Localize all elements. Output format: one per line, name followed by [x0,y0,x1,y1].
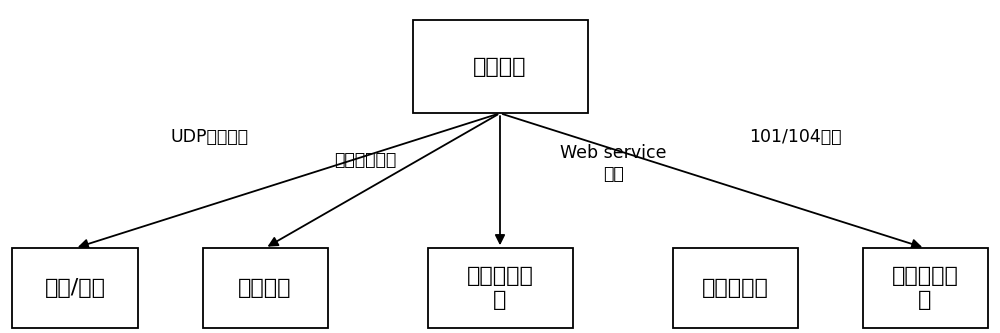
Bar [672,248,798,328]
Bar [428,248,572,328]
Bar [862,248,988,328]
Text: 发现/注册: 发现/注册 [44,278,106,298]
Bar [12,248,138,328]
Text: 终端关联请求: 终端关联请求 [334,151,396,169]
Text: 实时数据访
问: 实时数据访 问 [892,266,958,310]
Bar [202,248,328,328]
Bar [413,20,588,113]
Text: 元数据映射: 元数据映射 [702,278,768,298]
Text: 终端设备: 终端设备 [473,57,527,77]
Text: UDP发现协议: UDP发现协议 [171,128,249,146]
Text: Web service
服务: Web service 服务 [560,144,666,182]
Text: 101/104规约: 101/104规约 [749,128,841,146]
Text: 终端关联: 终端关联 [238,278,292,298]
Text: 配置信息获
取: 配置信息获 取 [467,266,533,310]
